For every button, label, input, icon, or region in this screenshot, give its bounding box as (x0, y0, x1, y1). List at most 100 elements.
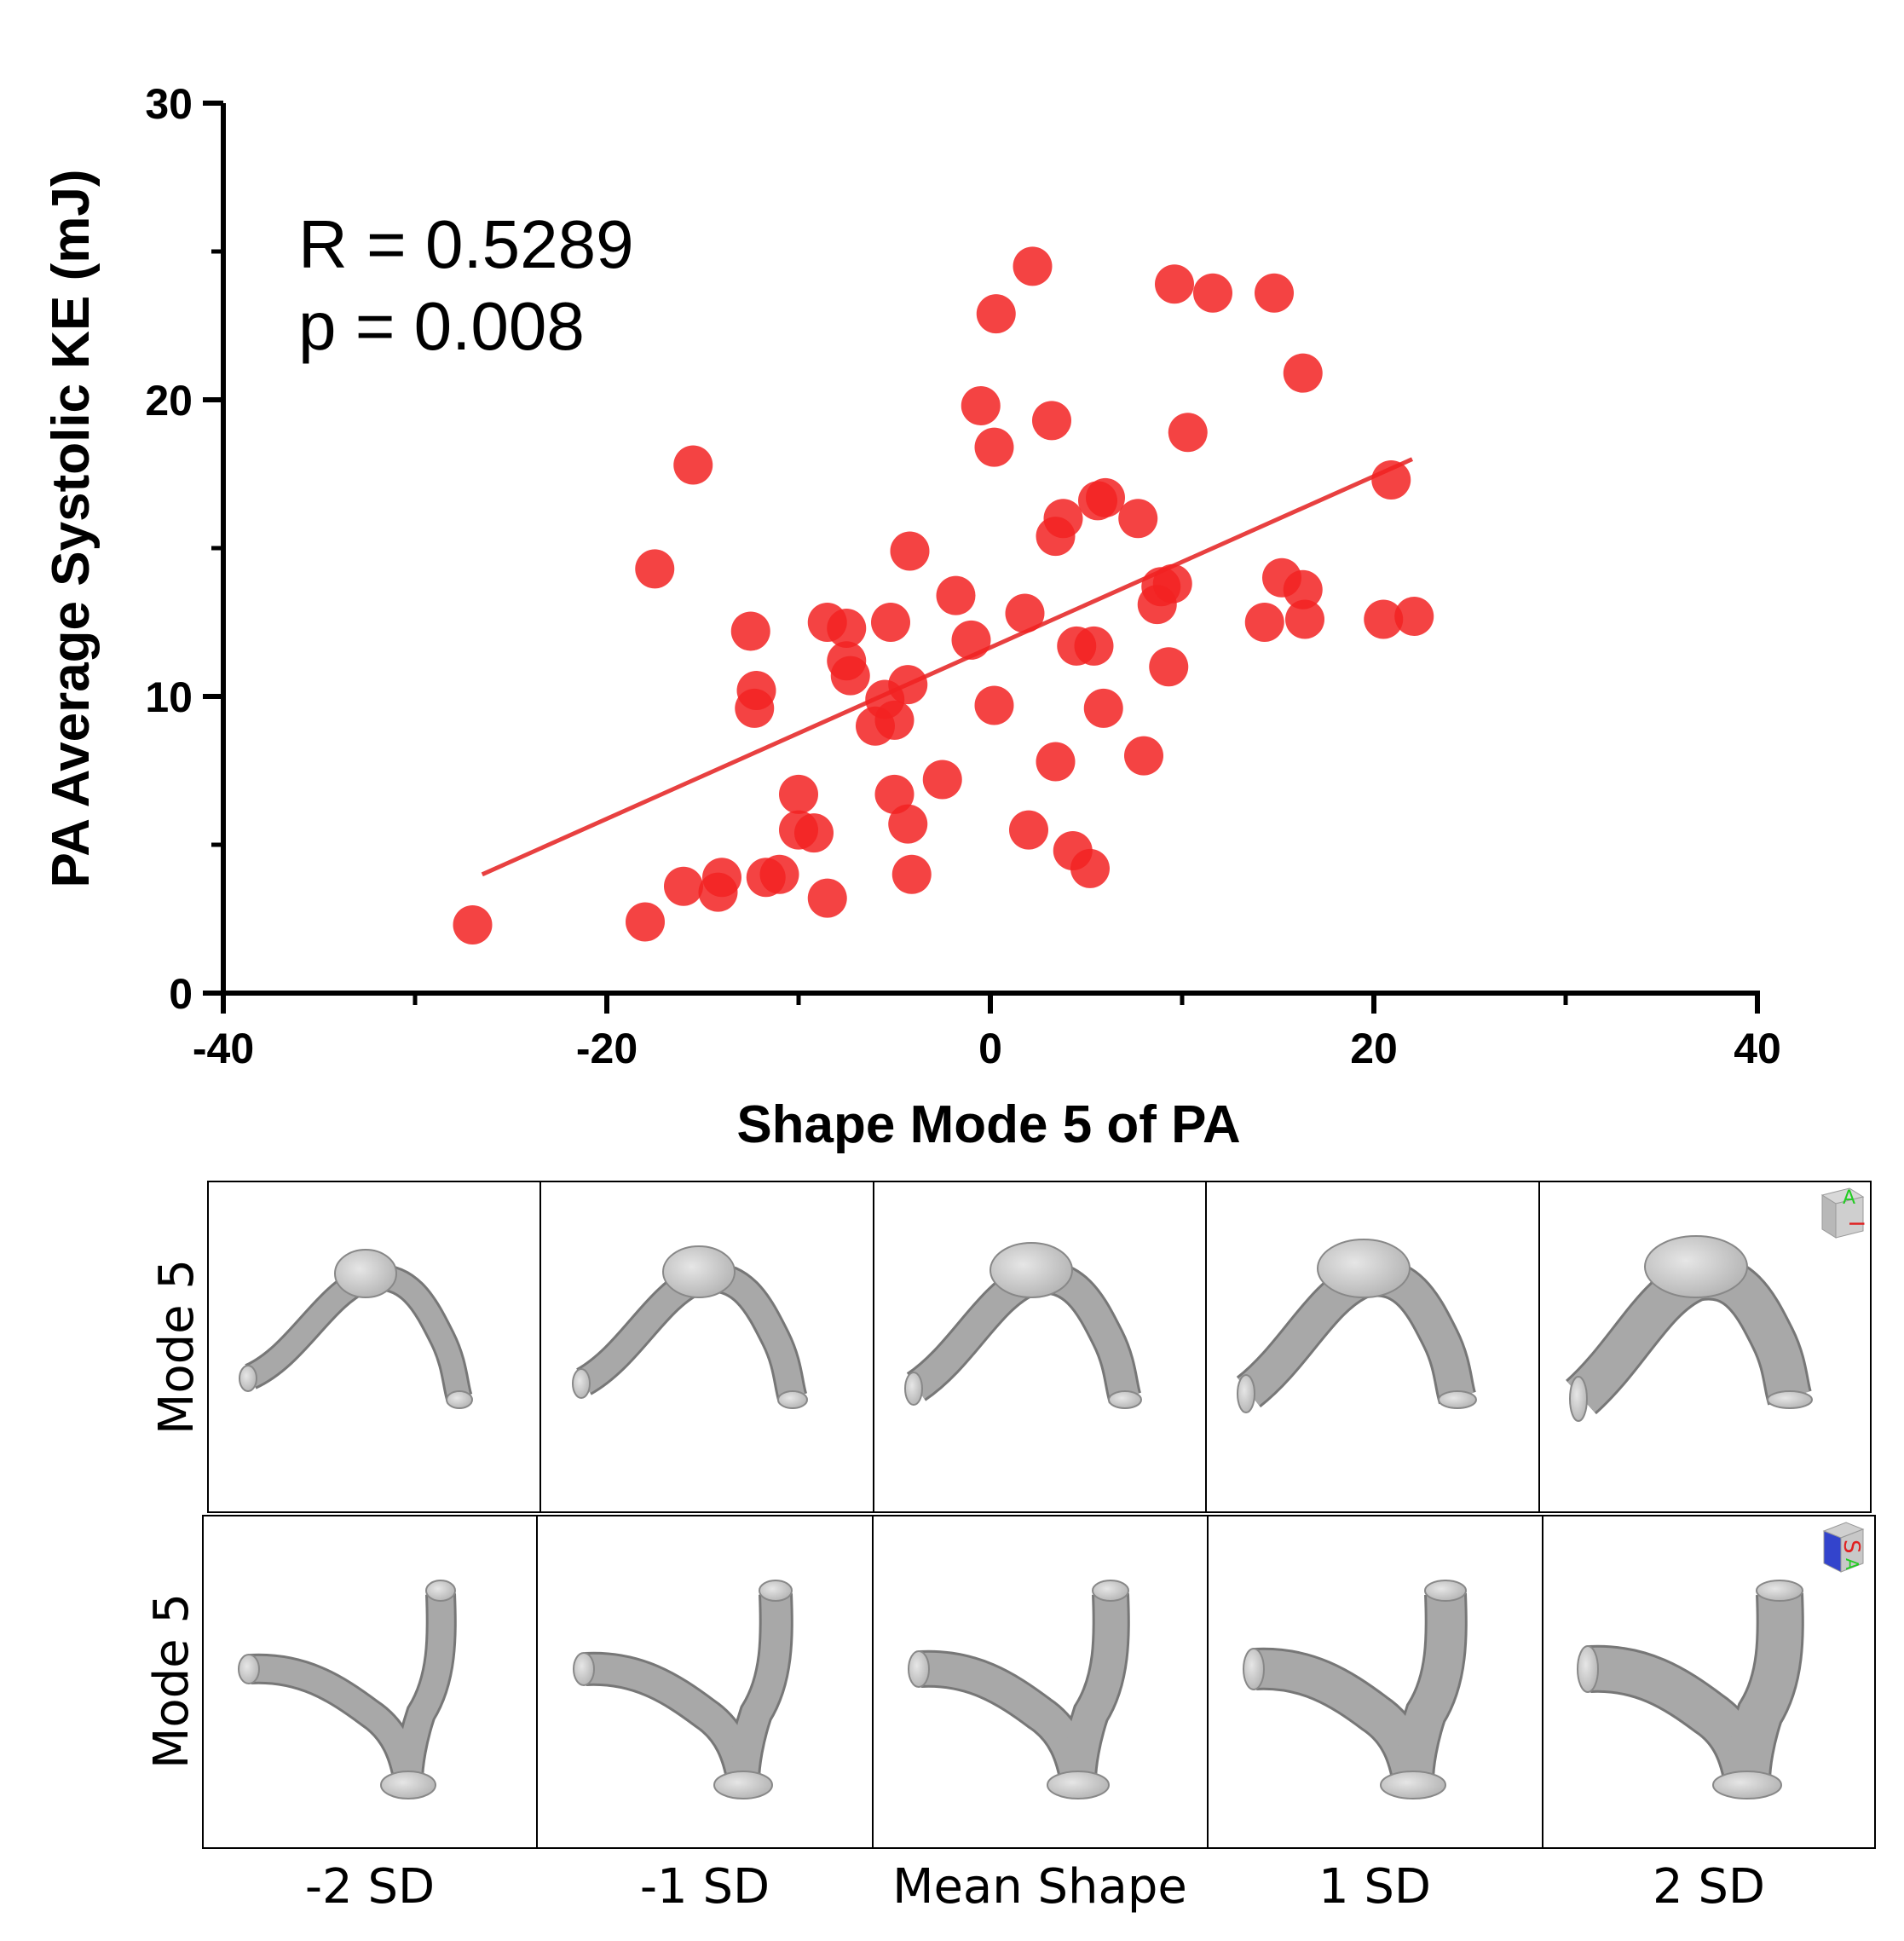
data-point (1086, 477, 1125, 517)
column-label-minus-1sd: -1 SD (640, 1859, 770, 1915)
data-point (779, 774, 818, 814)
bottom-row-label: Mode 5 (144, 1593, 199, 1769)
data-point (1005, 593, 1045, 633)
data-point (807, 878, 847, 918)
data-point (1043, 499, 1083, 539)
bottom-row-frame (202, 1515, 1876, 1849)
data-point (1283, 353, 1323, 393)
top-row-vessel-model (572, 1245, 808, 1409)
data-point (1009, 810, 1048, 850)
cube-face-a: A (1843, 1187, 1855, 1209)
data-point (874, 774, 914, 814)
data-point (730, 611, 770, 651)
vessel-top-opening (662, 1245, 736, 1298)
cube-face-i: I (1844, 1221, 1868, 1227)
data-point (1364, 599, 1404, 639)
data-point (974, 685, 1014, 725)
orientation-cube-top-icon: A I (1820, 1187, 1868, 1239)
tick-labels: -40 -20 0 20 40 0 10 20 30 (145, 80, 1780, 1072)
data-point (936, 575, 976, 615)
data-point (1283, 569, 1323, 609)
orientation-cube-bottom-icon: S A (1822, 1522, 1865, 1573)
data-point (974, 427, 1014, 467)
data-point (1255, 273, 1294, 313)
data-point (1244, 603, 1284, 642)
cube-face-a2: A (1842, 1558, 1862, 1570)
x-tick-label: 20 (1350, 1025, 1398, 1072)
data-point (976, 294, 1016, 334)
data-point (1285, 599, 1324, 639)
data-point (673, 445, 713, 485)
data-point (961, 385, 1001, 425)
x-tick-label: -20 (576, 1025, 638, 1072)
data-point (1168, 413, 1208, 453)
data-point (951, 620, 991, 660)
data-point (1118, 499, 1158, 539)
vessel-top-opening (990, 1242, 1073, 1298)
data-point (827, 608, 867, 648)
bottom-row-vessel-model (573, 1580, 793, 1799)
data-point (1149, 647, 1189, 687)
data-point (1013, 246, 1053, 286)
cube-face-s: S (1838, 1540, 1864, 1554)
y-tick-label: 10 (145, 673, 193, 721)
y-tick-label: 20 (145, 377, 193, 425)
data-point (1124, 736, 1163, 776)
column-label-plus-2sd: 2 SD (1653, 1859, 1765, 1915)
data-point (626, 902, 665, 942)
data-point (922, 760, 962, 800)
data-point (759, 854, 799, 894)
y-axis-label: PA Average Systolic KE (mJ) (42, 169, 101, 887)
column-label-mean-shape: Mean Shape (892, 1859, 1187, 1915)
top-row-frame (207, 1181, 1872, 1513)
data-point (1083, 688, 1123, 728)
bottom-row-models (238, 1580, 1804, 1799)
scatter-plot: -40 -20 0 20 40 0 10 20 30 Shape Mode 5 of PA PA… (42, 80, 1781, 1154)
data-point (1074, 626, 1114, 666)
column-label-plus-1sd: 1 SD (1318, 1859, 1431, 1915)
data-point (794, 813, 834, 853)
r-value-annotation: R = 0.5289 (298, 206, 634, 282)
bottom-row-vessel-model (1577, 1580, 1804, 1799)
data-point (830, 656, 870, 696)
column-label-minus-2sd: -2 SD (305, 1859, 435, 1915)
top-row-models (239, 1235, 1813, 1422)
y-tick-label: 0 (169, 970, 193, 1018)
data-point (874, 700, 914, 740)
data-point (1152, 563, 1192, 604)
data-point (1036, 742, 1076, 782)
shape-mode-panels: Mode 5 Mode 5 -2 SD -1 SD Mean Shape 1 S… (144, 1181, 1876, 1915)
vessel-top-opening (334, 1249, 397, 1298)
fit-line-layer (481, 457, 1414, 877)
data-point (1070, 848, 1110, 888)
top-row-label: Mode 5 (149, 1259, 205, 1435)
x-axis-label: Shape Mode 5 of PA (736, 1095, 1240, 1154)
data-points (453, 246, 1434, 945)
top-row-vessel-model (904, 1242, 1142, 1409)
bottom-row-vessel-model (238, 1580, 457, 1799)
x-tick-label: 40 (1734, 1025, 1781, 1072)
data-point (1032, 401, 1071, 441)
y-tick-label: 30 (145, 80, 193, 128)
data-point (664, 866, 703, 906)
p-value-annotation: p = 0.008 (298, 288, 585, 364)
x-tick-label: 0 (978, 1025, 1002, 1072)
data-point (888, 804, 928, 844)
data-point (1394, 597, 1434, 637)
regression-line (481, 457, 1414, 877)
data-point (635, 549, 675, 589)
data-point (871, 603, 910, 642)
bottom-row-vessel-model (1243, 1580, 1468, 1799)
data-point (1371, 459, 1411, 500)
top-row-vessel-model (1236, 1239, 1477, 1413)
data-point (890, 531, 930, 571)
vessel-top-opening (1317, 1239, 1411, 1298)
data-point (891, 854, 932, 894)
vessel-top-opening (1644, 1235, 1748, 1298)
data-point (888, 665, 928, 705)
data-point (1193, 273, 1232, 313)
data-point (736, 671, 776, 711)
data-point (702, 858, 741, 898)
data-point (453, 904, 493, 945)
